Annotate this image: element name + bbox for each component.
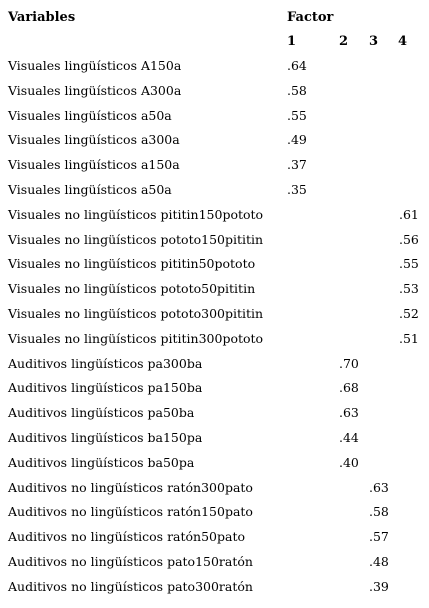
- factor-2-header: 2: [339, 34, 349, 49]
- factor-1-loading: .58: [287, 82, 307, 98]
- table-row: Visuales no lingüísticos pototo150pititi…: [0, 232, 429, 257]
- table-row: Visuales no lingüísticos pititin300potot…: [0, 331, 429, 356]
- factor-4-loading: .61: [399, 206, 419, 222]
- table-row: Auditivos no lingüísticos ratón150pato .5…: [0, 504, 429, 529]
- variable-label: Auditivos no lingüísticos pato300ratón: [8, 578, 253, 594]
- table-row: Auditivos lingüísticos ba50pa .40: [0, 455, 429, 480]
- factor-4-header: 4: [398, 34, 408, 49]
- factor-3-loading: .39: [369, 578, 389, 594]
- variable-label: Auditivos lingüísticos pa300ba: [8, 355, 203, 371]
- variable-label: Auditivos lingüísticos pa150ba: [8, 380, 203, 396]
- table-row: Auditivos lingüísticos pa50ba .63: [0, 405, 429, 430]
- table-row: Auditivos lingüísticos ba150pa .44: [0, 430, 429, 455]
- table-row: Auditivos no lingüísticos ratón300pato .6…: [0, 480, 429, 505]
- variable-label: Visuales no lingüísticos pititin50pototo: [8, 256, 256, 272]
- factor-1-loading: .37: [287, 157, 307, 173]
- variable-label: Auditivos lingüísticos ba150pa: [8, 430, 203, 445]
- table-row: Visuales lingüísticos A150a .64: [0, 58, 429, 83]
- factor-4-loading: .51: [399, 330, 419, 346]
- table-row: Visuales lingüísticos a300a .49: [0, 132, 429, 157]
- variable-label: Visuales lingüísticos a300a: [8, 132, 180, 148]
- variable-label: Visuales no lingüísticos pototo150pititi…: [8, 231, 264, 247]
- table-row: Visuales no lingüísticos pititin50pototo…: [0, 256, 429, 281]
- factor-4-loading: .56: [399, 231, 419, 247]
- variable-label: Visuales lingüísticos A150a: [8, 58, 182, 73]
- factor-3-loading: .63: [369, 479, 389, 495]
- variable-label: Visuales lingüísticos A300a: [8, 82, 182, 98]
- factor-1-loading: .64: [287, 58, 307, 73]
- factor-1-loading: .35: [287, 182, 307, 197]
- variable-label: Auditivos lingüísticos ba50pa: [8, 454, 195, 470]
- table-row: Visuales lingüísticos a50a .55: [0, 108, 429, 133]
- table-row: Auditivos no lingüísticos pato150ratón .4…: [0, 554, 429, 579]
- variable-label: Visuales no lingüísticos pototo300pititi…: [8, 306, 264, 321]
- table-row: Visuales lingüísticos a150a .37: [0, 157, 429, 182]
- variable-label: Visuales lingüísticos a50a: [8, 182, 172, 197]
- table-row: Auditivos lingüísticos pa150ba .68: [0, 380, 429, 405]
- table-row: Auditivos no lingüísticos ratón50pato .57: [0, 529, 429, 554]
- factor-1-loading: .49: [287, 132, 307, 148]
- variable-label: Auditivos no lingüísticos ratón300pato: [8, 479, 253, 495]
- factor-2-loading: .70: [339, 355, 359, 371]
- factor-1-header: 1: [287, 34, 297, 49]
- factor-4-loading: .53: [399, 281, 419, 297]
- variable-label: Visuales lingüísticos a50a: [8, 107, 172, 123]
- table-row: Visuales no lingüísticos pototo50pititin…: [0, 281, 429, 306]
- table-row: Visuales lingüísticos a50a .35: [0, 182, 429, 207]
- variables-header: Variables: [8, 10, 76, 25]
- factor-1-loading: .55: [287, 107, 307, 123]
- table-row: Visuales no lingüísticos pototo300pititi…: [0, 306, 429, 331]
- variable-label: Auditivos lingüísticos pa50ba: [8, 405, 195, 421]
- factor-2-loading: .68: [339, 380, 359, 396]
- factor-4-loading: .52: [399, 306, 419, 321]
- factor-3-header: 3: [369, 34, 379, 49]
- table-row: Visuales lingüísticos A300a .58: [0, 83, 429, 108]
- table-row: Visuales no lingüísticos pititin150potot…: [0, 207, 429, 232]
- variable-label: Visuales no lingüísticos pititin150potot…: [8, 206, 264, 222]
- factor-4-loading: .55: [399, 256, 419, 272]
- factor-2-loading: .63: [339, 405, 359, 421]
- factor-header: Factor: [287, 10, 334, 25]
- variable-label: Visuales no lingüísticos pototo50pititin: [8, 281, 256, 297]
- table-row: Auditivos lingüísticos pa300ba .70: [0, 356, 429, 381]
- factor-2-loading: .44: [339, 430, 359, 445]
- variable-label: Visuales no lingüísticos pititin300potot…: [8, 330, 264, 346]
- factor-3-loading: .58: [369, 504, 389, 520]
- variable-label: Visuales lingüísticos a150a: [8, 157, 180, 173]
- factor-3-loading: .48: [369, 554, 389, 569]
- factor-3-loading: .57: [369, 529, 389, 545]
- variable-label: Auditivos no lingüísticos ratón150pato: [8, 504, 253, 520]
- variable-label: Auditivos no lingüísticos pato150ratón: [8, 554, 253, 569]
- table-row: Auditivos no lingüísticos pato300ratón .3…: [0, 579, 429, 604]
- factor-2-loading: .40: [339, 454, 359, 470]
- variable-label: Auditivos no lingüísticos ratón50pato: [8, 529, 246, 545]
